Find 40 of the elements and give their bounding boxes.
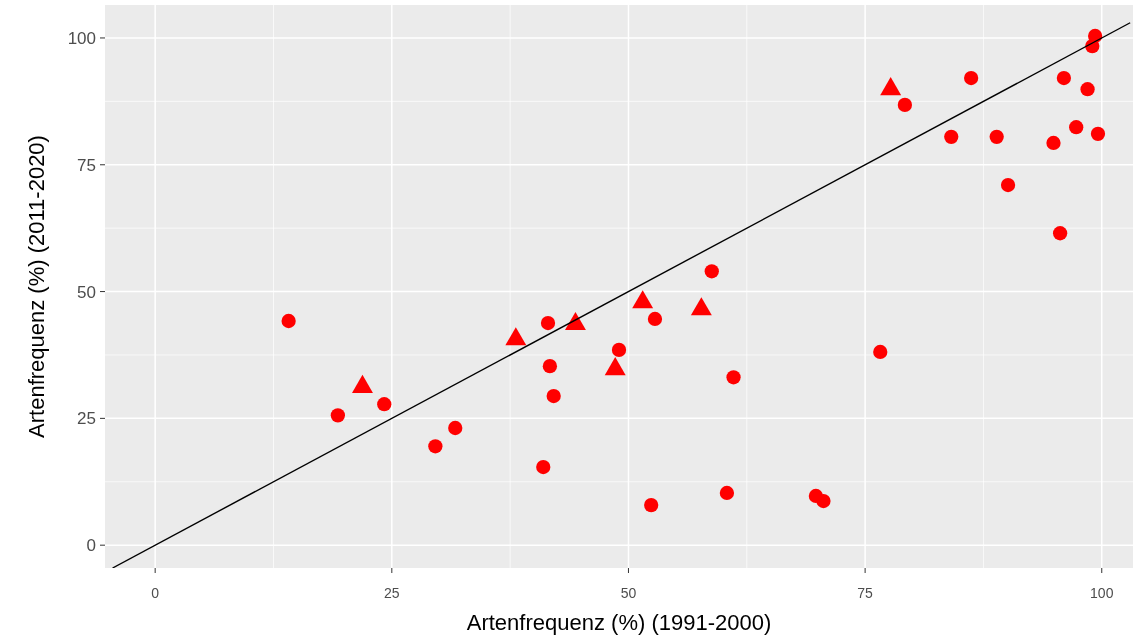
point [536,459,551,475]
point [873,344,888,360]
point [644,497,659,513]
point [611,342,627,358]
point [944,129,959,144]
point [281,313,296,329]
point [816,493,831,509]
point [1069,120,1084,135]
point [726,370,741,385]
point [1052,226,1068,241]
x-tick-label: 50 [620,585,637,601]
x-tick-label: 0 [151,585,160,601]
x-tick-label: 100 [1090,585,1114,601]
point [647,311,663,327]
y-tick-label: 25 [77,409,96,429]
point [989,129,1004,144]
point [1056,70,1072,86]
point [542,359,558,374]
y-tick-label: 0 [86,536,96,556]
x-axis-title: Artenfrequenz (%) (1991-2000) [466,610,772,635]
point [1080,82,1095,97]
point [546,388,561,404]
point [1090,126,1106,141]
point [704,264,719,279]
point [330,408,345,423]
x-tick-label: 25 [384,585,400,601]
point [428,439,443,454]
point [964,70,979,86]
y-tick-label: 50 [77,282,96,302]
point [1000,177,1016,193]
point [1046,135,1061,151]
point [448,420,463,436]
point [897,97,913,113]
y-tick-label: 100 [67,28,96,48]
point [719,485,735,501]
y-tick-label: 75 [77,155,96,175]
x-tick-label: 75 [857,585,874,601]
point [540,315,556,331]
y-axis-title: Artenfrequenz (%) (2011-2020) [24,135,49,438]
point [377,397,392,412]
